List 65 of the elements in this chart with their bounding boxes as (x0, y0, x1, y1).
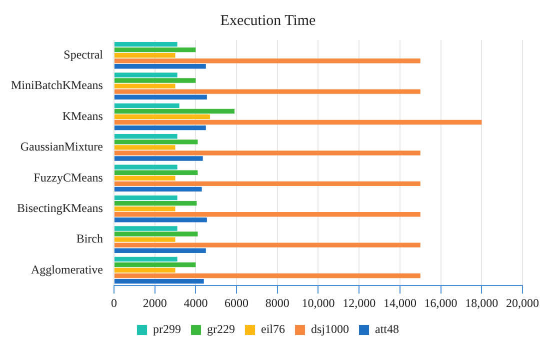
bar (114, 212, 420, 217)
bar (114, 47, 196, 52)
bar (114, 170, 198, 175)
bar (114, 120, 482, 125)
bar (114, 164, 178, 170)
x-tick-label: 6000 (224, 296, 249, 310)
bar (114, 268, 176, 273)
bar (114, 248, 206, 253)
x-tick-label: 10,000 (302, 296, 335, 310)
bar (114, 78, 196, 83)
x-tick-label: 4000 (184, 296, 208, 310)
y-tick-label: MiniBatchKMeans (10, 78, 104, 92)
bar (114, 145, 176, 150)
y-tick-label: Spectral (64, 48, 104, 62)
x-tick-label: 14,000 (383, 296, 416, 310)
bar (114, 53, 176, 58)
bar (114, 84, 176, 88)
bar (114, 186, 202, 192)
legend-label: att48 (375, 322, 399, 336)
bar (114, 278, 204, 284)
y-tick-label: FuzzyCMeans (34, 170, 104, 184)
bar (114, 256, 178, 262)
bar (114, 94, 207, 100)
bar (114, 134, 178, 139)
bar (114, 237, 176, 242)
legend-label: pr299 (153, 322, 182, 336)
bar (114, 206, 176, 212)
bar (114, 156, 203, 161)
bar (114, 273, 420, 278)
bar (114, 64, 206, 69)
y-tick-label: BisectingKMeans (16, 201, 104, 216)
bar (114, 195, 178, 200)
x-tick-label: 8000 (265, 296, 290, 310)
bar (114, 218, 207, 222)
bar (114, 72, 178, 78)
bar (114, 232, 198, 236)
x-tick-label: 20,000 (506, 296, 539, 310)
legend-label: gr229 (207, 322, 236, 336)
x-tick-label: 2000 (142, 296, 167, 310)
bar (114, 140, 198, 144)
y-tick-label: Birch (76, 232, 103, 246)
bar (114, 114, 210, 120)
x-tick-label: 0 (110, 296, 117, 310)
legend-label: dsj1000 (310, 322, 350, 336)
bar (114, 108, 234, 114)
bar (114, 42, 178, 47)
y-tick-label: Agglomerative (31, 262, 103, 276)
x-tick-label: 18,000 (465, 296, 498, 310)
bar (114, 89, 420, 94)
x-tick-label: 12,000 (342, 296, 376, 310)
bar (114, 58, 420, 64)
x-tick-label: 16,000 (424, 296, 458, 310)
bar (114, 176, 176, 180)
bar (114, 103, 180, 108)
y-tick-label: KMeans (62, 108, 104, 123)
bar (114, 181, 420, 186)
bar (114, 125, 206, 130)
bar (114, 242, 420, 248)
bar (114, 262, 196, 268)
y-tick-label: GaussianMixture (20, 140, 103, 154)
bar (114, 226, 178, 231)
bar (114, 150, 420, 156)
bar (114, 200, 197, 206)
legend-label: eil76 (261, 322, 285, 336)
chart-title: Execution Time (220, 12, 316, 29)
